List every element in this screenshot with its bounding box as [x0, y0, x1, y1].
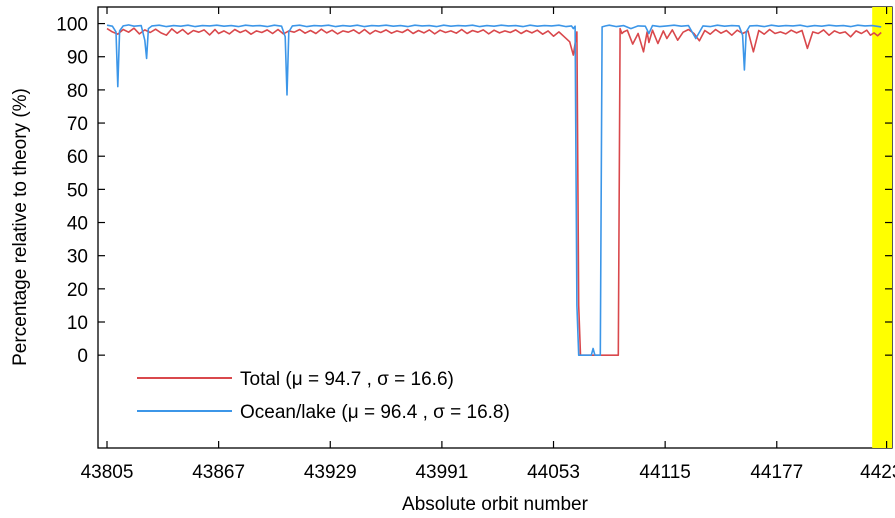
y-tick-label: 0: [77, 346, 88, 367]
highlight-band: [872, 7, 892, 448]
y-tick-label: 70: [67, 114, 88, 135]
x-tick-label: 43991: [415, 462, 468, 483]
y-tick-label: 80: [67, 81, 88, 102]
legend-label-total: Total (μ = 94.7 , σ = 16.6): [240, 369, 454, 390]
y-tick-label: 20: [67, 280, 88, 301]
series-line-1: [106, 24, 882, 357]
y-tick-label: 10: [67, 313, 88, 334]
y-tick-label: 90: [67, 48, 88, 69]
y-tick-label: 40: [67, 214, 88, 235]
x-tick-label: 44177: [750, 462, 803, 483]
series-line-0: [106, 27, 882, 357]
y-tick-label: 100: [56, 15, 88, 36]
legend-label-ocean: Ocean/lake (μ = 96.4 , σ = 16.8): [240, 402, 510, 423]
x-tick-label: 44053: [527, 462, 580, 483]
x-tick-label: 44115: [639, 462, 690, 483]
y-axis-label: Percentage relative to theory (%): [10, 88, 31, 366]
y-tick-label: 30: [67, 247, 88, 268]
x-axis-label: Absolute orbit number: [402, 494, 589, 515]
x-tick-label: 43805: [81, 462, 134, 483]
y-tick-label: 50: [67, 180, 88, 201]
x-tick-label: 44238: [860, 462, 895, 483]
plot-frame: [97, 6, 893, 449]
y-tick-label: 60: [67, 147, 88, 168]
legend: Total (μ = 94.7 , σ = 16.6) Ocean/lake (…: [137, 369, 510, 423]
x-tick-label: 43929: [304, 462, 357, 483]
x-tick-label: 43867: [192, 462, 245, 483]
